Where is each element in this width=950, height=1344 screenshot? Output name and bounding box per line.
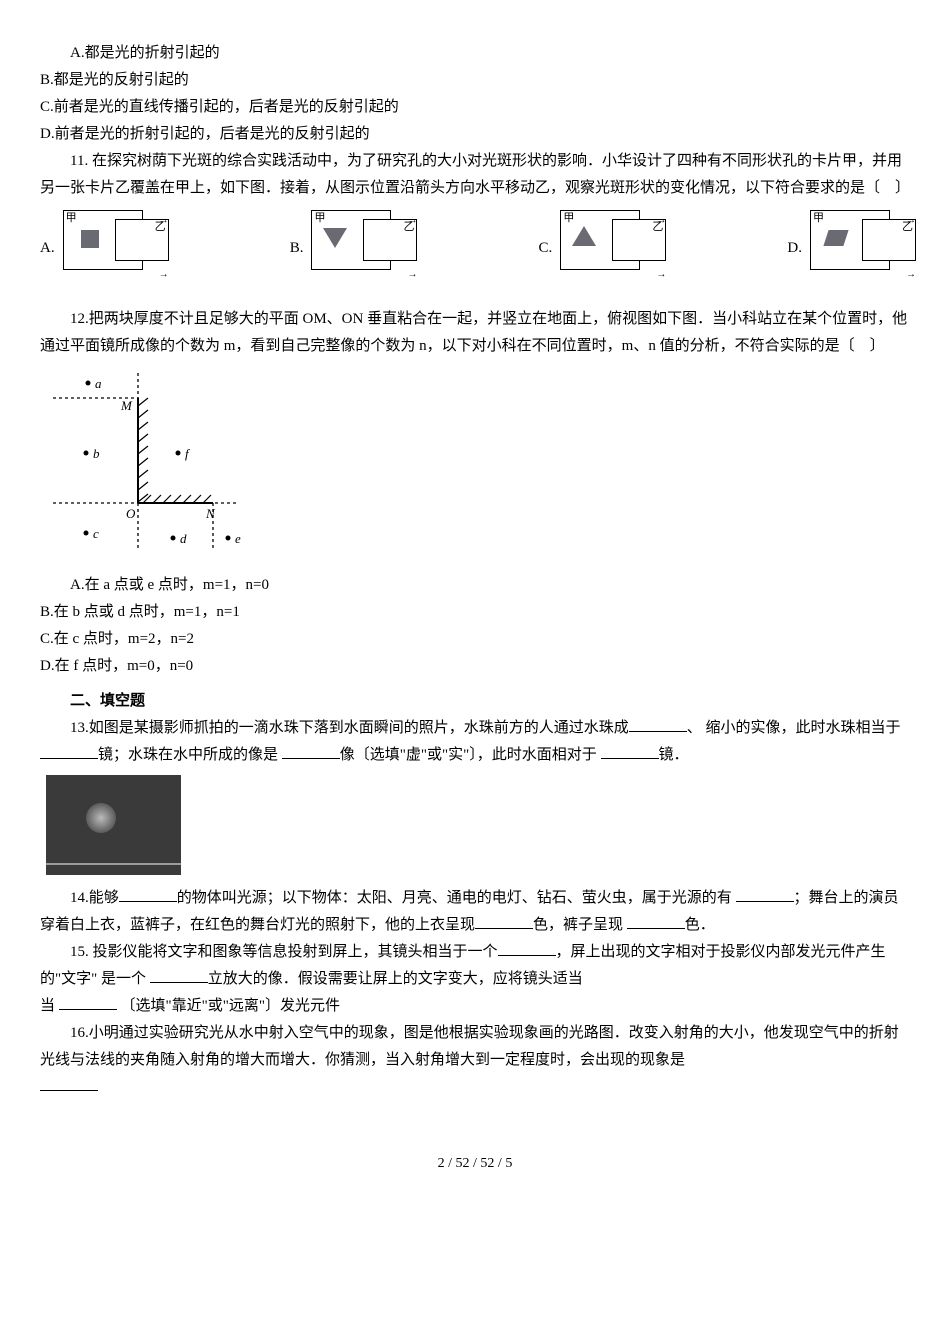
- q12-lbl-o: O: [126, 506, 136, 521]
- q11-option-b: B.: [290, 210, 412, 282]
- q16-text: 16.小明通过实验研究光从水中射入空气中的现象，图是他根据实验现象画的光路图．改…: [40, 1020, 910, 1101]
- q13-text: 13.如图是某摄影师抓拍的一滴水珠下落到水面瞬间的照片，水珠前方的人通过水珠成 …: [40, 715, 910, 769]
- q12-lbl-m: M: [120, 398, 133, 413]
- q11-card-a: [63, 210, 163, 282]
- q14-seg-a: 14.能够: [40, 885, 119, 912]
- q13-seg-d: 像〔选填"虚"或"实"〕，此时水面相对于: [340, 747, 601, 763]
- q12-pt-c: c: [93, 526, 99, 541]
- q11-option-a: A.: [40, 210, 163, 282]
- q11-label-a: A.: [40, 235, 55, 262]
- q11-card-d: [810, 210, 910, 282]
- q12-pt-a: a: [95, 376, 102, 391]
- q10-option-b: B.都是光的反射引起的: [40, 67, 910, 94]
- q12-pt-d: d: [180, 531, 187, 546]
- section-fill-title: 二、填空题: [40, 688, 910, 715]
- q14-seg-e: 色．: [685, 917, 715, 933]
- blank: [601, 743, 659, 759]
- q12-option-b: B.在 b 点或 d 点时，m=1，n=1: [40, 599, 910, 626]
- q10-option-d: D.前者是光的折射引起的，后者是光的反射引起的: [40, 121, 910, 148]
- q16-seg-a: 16.小明通过实验研究光从水中射入空气中的现象，图是他根据实验现象画的光路图．改…: [40, 1020, 910, 1074]
- q10-option-c: C.前者是光的直线传播引起的，后者是光的反射引起的: [40, 94, 910, 121]
- q15-seg-a: 15. 投影仪能将文字和图象等信息投射到屏上，其镜头相当于一个: [40, 939, 498, 966]
- q12-option-c: C.在 c 点时，m=2，n=2: [40, 626, 910, 653]
- q14-seg-d: 色，裤子呈现: [533, 917, 627, 933]
- q14-seg-b: 的物体叫光源；以下物体：太阳、月亮、通电的电灯、钻石、萤火虫，属于光源的有: [177, 890, 736, 906]
- q15-seg-d: 〔选填"靠近"或"远离"〕发光元件: [117, 998, 340, 1014]
- q15-text: 15. 投影仪能将文字和图象等信息投射到屏上，其镜头相当于一个 ，屏上出现的文字…: [40, 939, 910, 1020]
- q13-seg-e: 镜．: [659, 747, 689, 763]
- q13-seg-a: 13.如图是某摄影师抓拍的一滴水珠下落到水面瞬间的照片，水珠前方的人通过水珠成: [40, 715, 629, 742]
- q12-lbl-n: N: [205, 506, 216, 521]
- q13-seg-c: 镜；水珠在水中所成的像是: [98, 747, 282, 763]
- blank: [629, 716, 687, 732]
- q11-label-d: D.: [787, 235, 802, 262]
- q14-text: 14.能够 的物体叫光源；以下物体：太阳、月亮、通电的电灯、钻石、萤火虫，属于光源…: [40, 885, 910, 939]
- blank: [627, 913, 685, 929]
- blank: [59, 994, 117, 1010]
- page-footer: 2 / 52 / 52 / 5: [40, 1151, 910, 1176]
- blank: [40, 743, 98, 759]
- q11-card-b: [311, 210, 411, 282]
- q12-stem: 12.把两块厚度不计且足够大的平面 OM、ON 垂直粘合在一起，并竖立在地面上，…: [40, 306, 910, 360]
- q11-card-c: [560, 210, 660, 282]
- q12-pt-f: f: [185, 446, 191, 461]
- q11-option-d: D.: [787, 210, 910, 282]
- blank: [498, 940, 556, 956]
- blank: [150, 967, 208, 983]
- q15-seg-c: 立放大的像．假设需要让屏上的文字变大，应将镜头适当: [208, 971, 583, 987]
- blank: [282, 743, 340, 759]
- q11-stem: 11. 在探究树荫下光斑的综合实践活动中，为了研究孔的大小对光斑形状的影响．小华…: [40, 148, 910, 202]
- q13-photo: [46, 775, 181, 875]
- blank: [736, 886, 794, 902]
- q11-label-c: C.: [539, 235, 553, 262]
- q10-option-a: A.都是光的折射引起的: [40, 40, 910, 67]
- q11-label-b: B.: [290, 235, 304, 262]
- blank: [40, 1075, 98, 1091]
- q12-option-d: D.在 f 点时，m=0，n=0: [40, 653, 910, 680]
- blank: [475, 913, 533, 929]
- q12-pt-e: e: [235, 531, 241, 546]
- q12-figure: a b f c d e M O N: [48, 368, 910, 568]
- blank: [119, 886, 177, 902]
- q11-option-c: C.: [539, 210, 661, 282]
- q11-figure-row: A. B. C. D.: [40, 210, 910, 282]
- q13-seg-b: 、 缩小的实像，此时水珠相当于: [687, 720, 901, 736]
- q12-option-a: A.在 a 点或 e 点时，m=1，n=0: [40, 572, 910, 599]
- q12-pt-b: b: [93, 446, 100, 461]
